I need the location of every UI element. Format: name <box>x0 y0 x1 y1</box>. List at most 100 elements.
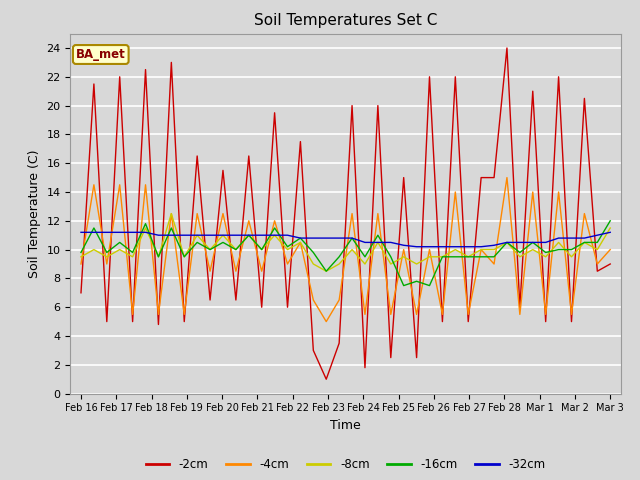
-8cm <box>77 254 85 260</box>
-2cm <box>296 139 304 144</box>
-4cm <box>580 211 588 216</box>
Line: -4cm: -4cm <box>81 178 610 322</box>
-32cm <box>426 244 433 250</box>
-4cm <box>335 297 343 303</box>
-8cm <box>529 247 536 252</box>
-2cm <box>451 74 459 80</box>
-2cm <box>438 319 446 324</box>
-4cm <box>568 312 575 317</box>
-32cm <box>516 240 524 245</box>
Legend: -2cm, -4cm, -8cm, -16cm, -32cm: -2cm, -4cm, -8cm, -16cm, -32cm <box>141 454 550 476</box>
-16cm <box>335 254 343 260</box>
-8cm <box>296 240 304 245</box>
-8cm <box>387 261 395 267</box>
-16cm <box>529 240 536 245</box>
-32cm <box>477 244 485 250</box>
-4cm <box>129 312 136 317</box>
-8cm <box>490 247 498 252</box>
-16cm <box>116 240 124 245</box>
-8cm <box>335 261 343 267</box>
-8cm <box>180 254 188 260</box>
Text: BA_met: BA_met <box>76 48 125 61</box>
-8cm <box>465 254 472 260</box>
-4cm <box>348 211 356 216</box>
-4cm <box>271 218 278 224</box>
-4cm <box>490 261 498 267</box>
-8cm <box>141 225 149 231</box>
-16cm <box>477 254 485 260</box>
-32cm <box>103 229 111 235</box>
-2cm <box>232 297 240 303</box>
-32cm <box>593 232 601 238</box>
-4cm <box>141 182 149 188</box>
-32cm <box>206 232 214 238</box>
-16cm <box>465 254 472 260</box>
-32cm <box>296 235 304 241</box>
-4cm <box>296 240 304 245</box>
-16cm <box>361 254 369 260</box>
-32cm <box>90 229 98 235</box>
-4cm <box>103 261 111 267</box>
-32cm <box>193 232 201 238</box>
-16cm <box>296 235 304 241</box>
-32cm <box>606 229 614 235</box>
-2cm <box>477 175 485 180</box>
-32cm <box>542 240 550 245</box>
-32cm <box>529 240 536 245</box>
-4cm <box>374 211 381 216</box>
-16cm <box>180 254 188 260</box>
-2cm <box>193 153 201 159</box>
X-axis label: Time: Time <box>330 419 361 432</box>
-2cm <box>206 297 214 303</box>
-16cm <box>451 254 459 260</box>
-32cm <box>503 240 511 245</box>
-8cm <box>129 254 136 260</box>
-4cm <box>310 297 317 303</box>
-32cm <box>465 244 472 250</box>
-4cm <box>426 247 433 252</box>
-2cm <box>323 376 330 382</box>
-2cm <box>465 319 472 324</box>
-4cm <box>438 312 446 317</box>
-4cm <box>387 312 395 317</box>
-32cm <box>116 229 124 235</box>
-4cm <box>465 312 472 317</box>
Line: -32cm: -32cm <box>81 232 610 247</box>
-2cm <box>400 175 408 180</box>
-32cm <box>348 235 356 241</box>
-2cm <box>168 60 175 65</box>
-4cm <box>451 189 459 195</box>
-2cm <box>335 340 343 346</box>
-2cm <box>580 96 588 101</box>
-2cm <box>245 153 253 159</box>
-32cm <box>555 235 563 241</box>
-8cm <box>568 254 575 260</box>
-4cm <box>516 312 524 317</box>
-8cm <box>593 247 601 252</box>
-16cm <box>555 247 563 252</box>
-16cm <box>593 240 601 245</box>
-2cm <box>503 45 511 51</box>
-16cm <box>400 283 408 288</box>
-32cm <box>232 232 240 238</box>
-8cm <box>258 247 266 252</box>
-2cm <box>258 304 266 310</box>
-2cm <box>374 103 381 108</box>
-16cm <box>516 250 524 255</box>
-8cm <box>168 211 175 216</box>
-2cm <box>348 103 356 108</box>
-16cm <box>413 278 420 284</box>
-8cm <box>193 232 201 238</box>
-16cm <box>155 254 163 260</box>
Line: -8cm: -8cm <box>81 214 610 271</box>
-4cm <box>206 268 214 274</box>
-2cm <box>593 268 601 274</box>
-16cm <box>348 235 356 241</box>
-32cm <box>413 244 420 250</box>
-16cm <box>542 250 550 255</box>
-8cm <box>155 254 163 260</box>
-4cm <box>284 261 291 267</box>
-2cm <box>529 88 536 94</box>
-16cm <box>426 283 433 288</box>
-2cm <box>310 348 317 353</box>
